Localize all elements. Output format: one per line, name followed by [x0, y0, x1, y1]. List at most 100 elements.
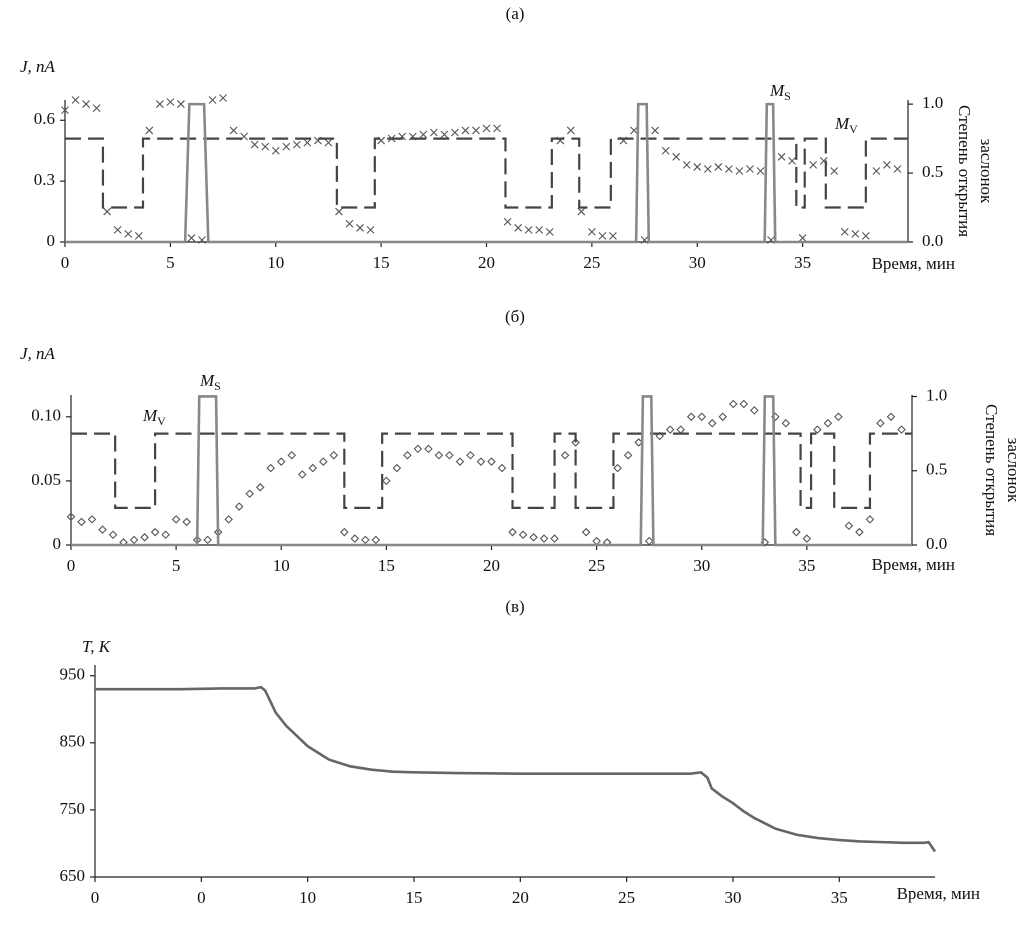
x-tick-label: 35 [798, 556, 815, 575]
data-point [297, 470, 307, 479]
data-point [560, 450, 570, 460]
x-axis-label: Время, мин [872, 254, 955, 273]
data-point [98, 525, 107, 534]
data-point [718, 412, 728, 422]
data-point [550, 534, 559, 543]
data-point [124, 229, 133, 238]
data-point [676, 425, 686, 434]
x-tick-label: 25 [583, 253, 600, 272]
data-point [366, 225, 375, 234]
data-point [203, 535, 212, 545]
data-point [429, 128, 438, 137]
data-point [482, 124, 491, 133]
data-point [497, 463, 507, 473]
data-line [65, 102, 908, 244]
data-point [434, 450, 444, 460]
annotation-text: M [834, 114, 850, 133]
data-point [686, 412, 696, 422]
data-point [577, 207, 586, 216]
y2-tick-label: 1.0 [922, 93, 943, 112]
data-point [329, 450, 339, 460]
data-point [77, 517, 86, 527]
data-point [809, 161, 818, 169]
data-point [767, 236, 775, 244]
data-point [876, 418, 885, 428]
data-point [587, 227, 596, 236]
data-point [665, 425, 675, 434]
data-point [461, 126, 470, 135]
x-tick-label: 30 [689, 253, 706, 272]
data-point [503, 217, 512, 226]
data-point [756, 167, 765, 175]
panel-title: (в) [505, 597, 524, 616]
data-point [182, 517, 191, 527]
x-tick-label: 35 [831, 888, 848, 907]
data-point [282, 142, 291, 151]
data-point [140, 533, 149, 542]
data-point [777, 152, 786, 161]
x-axis-label: Время, мин [872, 555, 955, 574]
y2-axis-label: Степень открытия [982, 404, 1001, 536]
data-point [71, 96, 80, 104]
data-point [271, 146, 280, 155]
data-point [276, 457, 286, 466]
data-point [724, 165, 733, 173]
data-point [292, 140, 301, 149]
data-point [61, 106, 69, 115]
annotation-sub: S [214, 379, 221, 393]
data-point [529, 533, 538, 542]
y2-tick-label: 0.0 [926, 534, 947, 553]
y2-tick-label: 0.0 [922, 231, 943, 250]
data-point [487, 457, 496, 466]
data-point [830, 167, 839, 175]
data-point [356, 223, 364, 232]
y2-axis-label: Степень открытия [955, 105, 974, 237]
data-point [440, 130, 449, 139]
data-point [581, 527, 591, 537]
data-point [245, 489, 254, 498]
data-point [834, 412, 843, 422]
data-point [455, 457, 465, 466]
data-point [640, 236, 649, 244]
data-point [524, 225, 533, 234]
data-point [134, 232, 143, 240]
y-tick-label: 0.10 [31, 406, 61, 425]
data-point [113, 225, 122, 234]
y-tick-label: 850 [60, 732, 86, 751]
data-point [87, 515, 97, 524]
data-point [861, 232, 870, 240]
data-point [729, 399, 738, 409]
data-point [345, 219, 354, 228]
data-point [697, 412, 707, 422]
data-point [340, 527, 349, 537]
annotation-text: M [769, 81, 785, 100]
annotation: MS [199, 371, 221, 393]
data-point [897, 425, 906, 434]
data-point [198, 236, 206, 244]
data-point [450, 128, 459, 137]
y2-tick-label: 0.5 [926, 460, 947, 479]
data-point [893, 165, 902, 173]
data-point [682, 161, 691, 169]
data-line [71, 395, 912, 547]
data-point [788, 156, 796, 165]
data-point [714, 163, 723, 171]
data-point [750, 406, 759, 415]
x-tick-label: 20 [512, 888, 529, 907]
y2-axis-label: заслонок [1004, 438, 1023, 503]
data-point [66, 512, 76, 522]
y2-axis-label: заслонок [977, 139, 996, 204]
panel-title: (б) [505, 307, 525, 326]
x-tick-label: 35 [794, 253, 811, 272]
x-tick-label: 20 [483, 556, 500, 575]
data-point [571, 438, 580, 447]
data-point [161, 530, 170, 540]
annotation: MV [142, 406, 166, 428]
data-point [129, 535, 139, 545]
data-point [535, 225, 544, 234]
data-point [382, 476, 391, 486]
data-point [413, 444, 423, 454]
data-point [661, 146, 670, 155]
data-point [886, 412, 896, 422]
